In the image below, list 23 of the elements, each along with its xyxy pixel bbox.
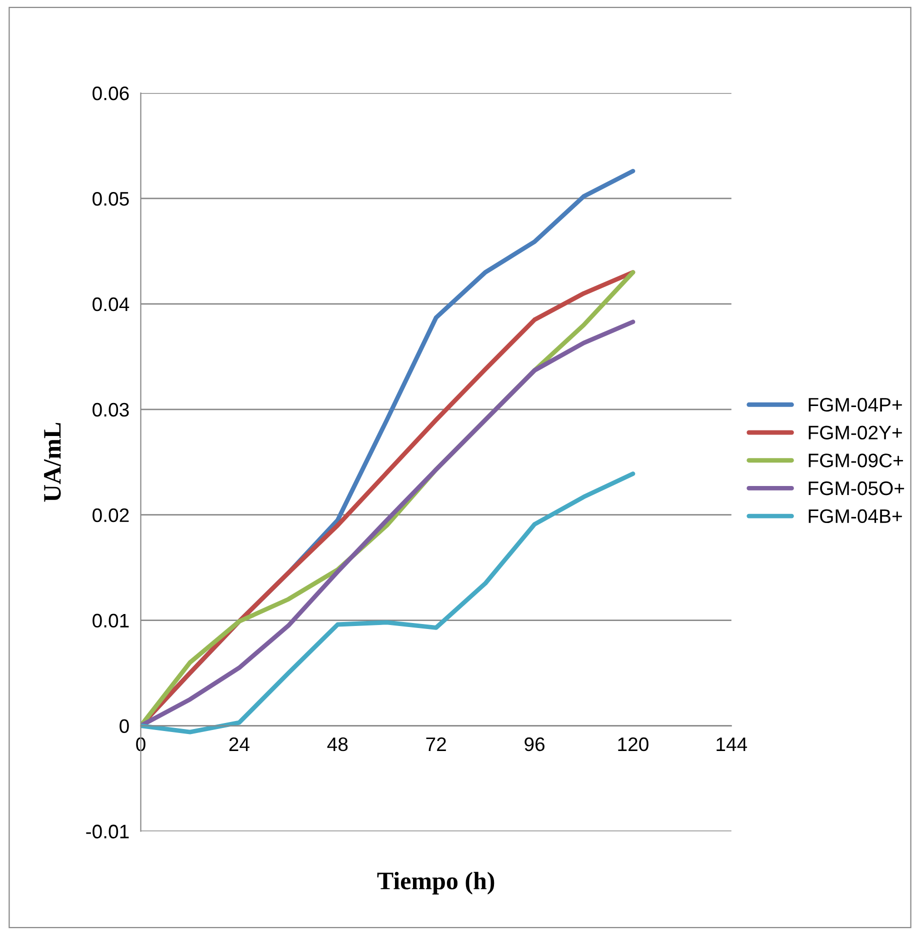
x-tick-label: 0: [136, 737, 146, 752]
x-tick-label: 96: [524, 737, 544, 752]
y-tick-label: 0: [120, 719, 129, 733]
x-axis-title: Tiempo (h): [377, 872, 494, 894]
y-tick-label: 0.04: [92, 297, 130, 312]
y-tick-label: 0.02: [92, 508, 129, 522]
legend-label: FGM-05O+: [808, 481, 904, 496]
line-series: [140, 472, 636, 734]
y-tick-label: 0.05: [92, 192, 129, 206]
legend-label: FGM-09C+: [808, 454, 903, 468]
y-tick-label: 0.01: [92, 614, 129, 628]
y-tick-label: 0.06: [92, 86, 129, 100]
x-tick-label: 72: [426, 737, 446, 751]
x-tick-label: 144: [716, 738, 748, 751]
legend-label: FGM-04B+: [808, 509, 902, 524]
x-tick-label: 24: [229, 737, 250, 751]
x-tick-label: 120: [618, 737, 648, 752]
y-tick-label: 0.03: [92, 402, 129, 417]
y-axis-title: UA/mL: [44, 422, 61, 502]
x-tick-label: 48: [327, 737, 348, 752]
y-tick-label: -0.01: [86, 824, 129, 838]
legend-label: FGM-04P+: [808, 398, 902, 412]
legend-label: FGM-02Y+: [808, 426, 902, 440]
